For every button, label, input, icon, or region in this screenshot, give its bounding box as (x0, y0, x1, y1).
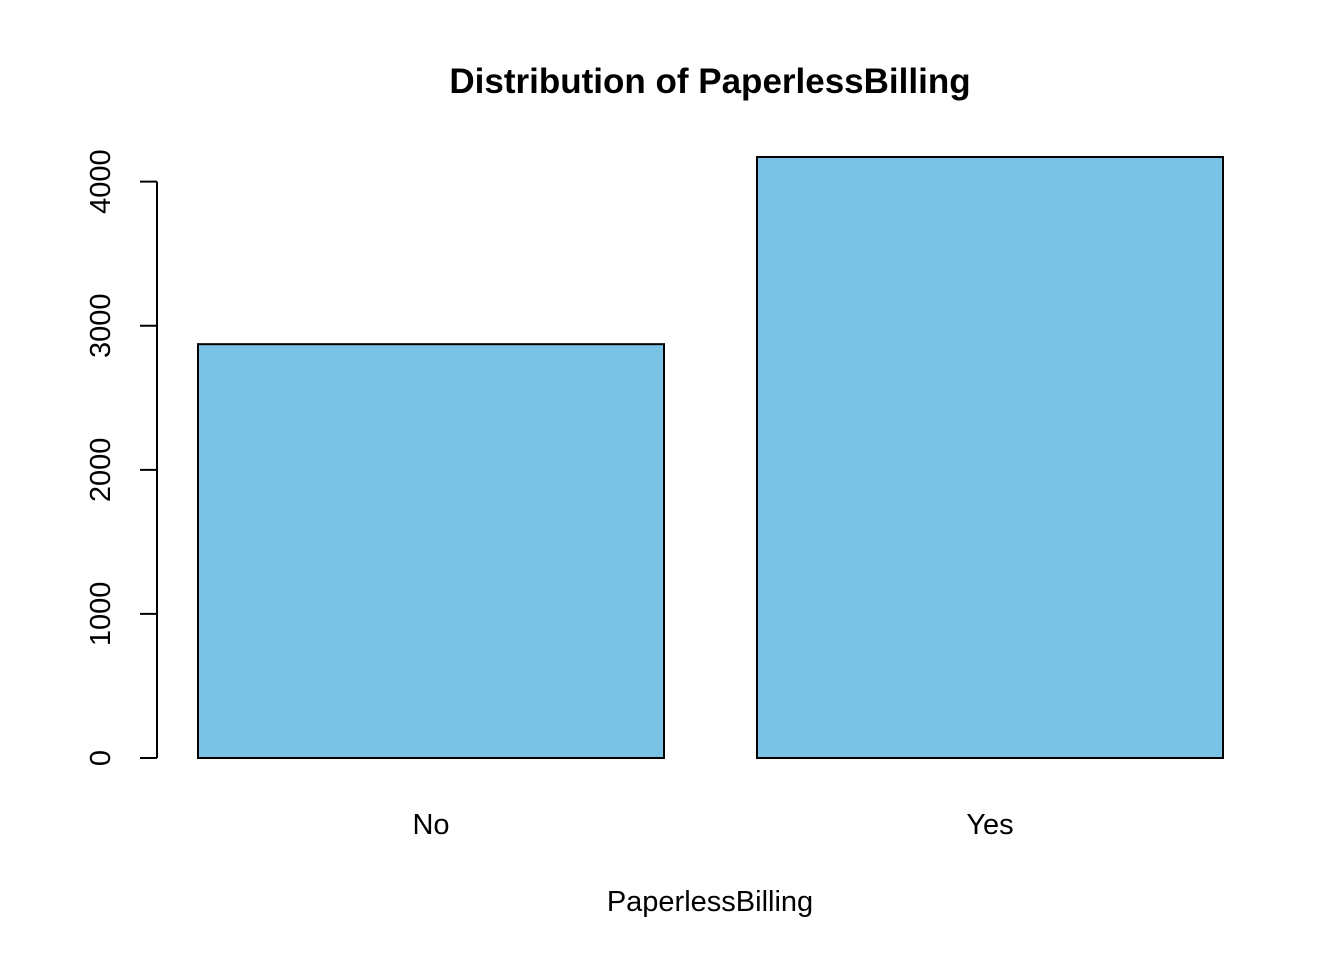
x-axis-label: PaperlessBilling (607, 886, 813, 918)
y-tick-label: 1000 (85, 582, 117, 647)
bar-group (197, 156, 1224, 759)
bar-no (197, 343, 665, 759)
y-tick-label: 0 (85, 750, 117, 766)
y-tick-label: 4000 (85, 149, 117, 214)
y-tick-label: 2000 (85, 438, 117, 503)
y-axis: 0 1000 2000 3000 4000 (85, 149, 158, 766)
y-tick-label: 3000 (85, 293, 117, 358)
bar-yes (756, 156, 1224, 759)
x-axis-category-labels: No Yes (412, 809, 1013, 841)
category-label-no: No (412, 809, 449, 841)
category-label-yes: Yes (966, 809, 1013, 841)
chart-title: Distribution of PaperlessBilling (449, 62, 970, 101)
